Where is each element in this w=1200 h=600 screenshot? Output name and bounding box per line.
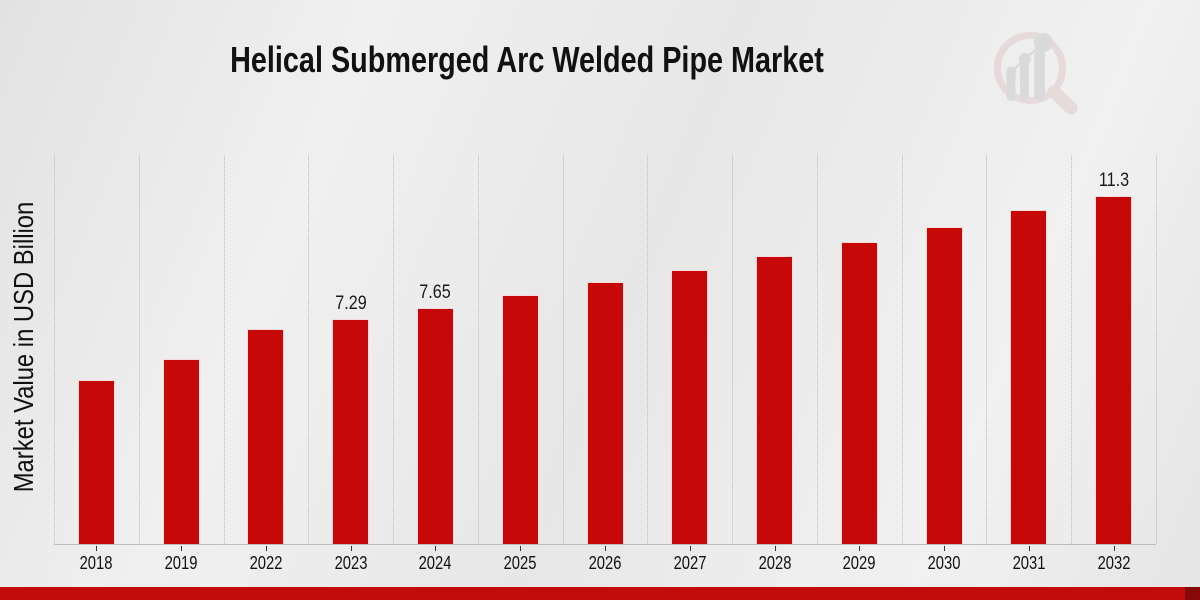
bar-value-label: 11.3 — [1098, 169, 1129, 191]
x-tick-label: 2024 — [419, 553, 452, 573]
bar — [162, 358, 200, 544]
bar — [77, 380, 115, 544]
bar — [586, 282, 624, 544]
bar-chart-plot: 2018 2019 2022 7.29 2023 7.65 2024 2025 2026 2027… — [54, 155, 1157, 573]
x-tick — [605, 546, 606, 551]
gridline — [816, 155, 818, 544]
x-tick — [265, 546, 267, 551]
bar — [840, 242, 878, 544]
x-tick — [689, 546, 691, 551]
gridline — [986, 155, 988, 544]
gridline — [393, 155, 395, 544]
footer-accent-band-dark — [1185, 587, 1200, 600]
x-tick — [944, 546, 946, 551]
logo-bar-1 — [1006, 69, 1016, 101]
gridline — [732, 155, 734, 544]
x-tick — [181, 546, 183, 551]
x-tick-label: 2022 — [249, 553, 283, 573]
bar — [332, 319, 370, 544]
bar-value-label: 7.65 — [419, 282, 452, 304]
x-tick — [859, 546, 861, 551]
x-tick-label: 2028 — [758, 553, 791, 573]
gridline — [1156, 155, 1157, 544]
gridline — [138, 155, 140, 544]
bar — [501, 294, 539, 544]
bar — [1095, 195, 1133, 544]
x-tick-label: 2027 — [673, 553, 707, 573]
x-tick-label: 2019 — [164, 553, 198, 573]
gridline — [477, 155, 479, 544]
x-tick-label: 2026 — [588, 553, 622, 573]
x-tick — [435, 546, 437, 551]
gridline — [54, 155, 55, 544]
x-tick-label: 2025 — [503, 553, 537, 573]
x-tick-label: 2031 — [1012, 553, 1046, 573]
x-tick — [774, 546, 776, 551]
gridline — [647, 155, 649, 544]
y-axis-label: Market Value in USD Billion — [8, 201, 39, 493]
bar — [247, 328, 285, 544]
logo-dot-2 — [1019, 53, 1031, 65]
gridline — [308, 155, 310, 544]
gridline — [223, 155, 225, 544]
gridline — [901, 155, 903, 544]
gridline — [562, 155, 564, 544]
x-tick — [350, 546, 352, 551]
magnifier-chart-logo-icon — [994, 32, 1078, 115]
magnifier-handle — [1047, 85, 1078, 115]
x-tick — [520, 546, 522, 551]
bar — [416, 308, 454, 544]
logo-dot-1 — [1006, 66, 1017, 77]
x-tick — [1113, 546, 1115, 551]
logo-bar-3 — [1034, 50, 1045, 101]
x-tick-label: 2032 — [1097, 553, 1131, 573]
logo-dot-3 — [1034, 33, 1053, 52]
x-tick-label: 2018 — [79, 553, 113, 573]
chart-title: Helical Submerged Arc Welded Pipe Market — [230, 39, 824, 80]
bar — [925, 226, 963, 544]
x-tick-label: 2029 — [842, 553, 876, 573]
bar — [756, 255, 794, 544]
logo-bar-2 — [1020, 58, 1029, 101]
x-tick-label: 2023 — [334, 553, 368, 573]
gridline — [1071, 155, 1073, 544]
magnifier-ring — [994, 32, 1066, 104]
bar — [1010, 209, 1048, 544]
x-tick — [1028, 546, 1030, 551]
footer-accent-band — [0, 587, 1185, 600]
bar — [671, 270, 709, 544]
bar-value-label: 7.29 — [334, 293, 367, 315]
x-tick — [96, 546, 98, 551]
x-tick-label: 2030 — [927, 553, 961, 573]
